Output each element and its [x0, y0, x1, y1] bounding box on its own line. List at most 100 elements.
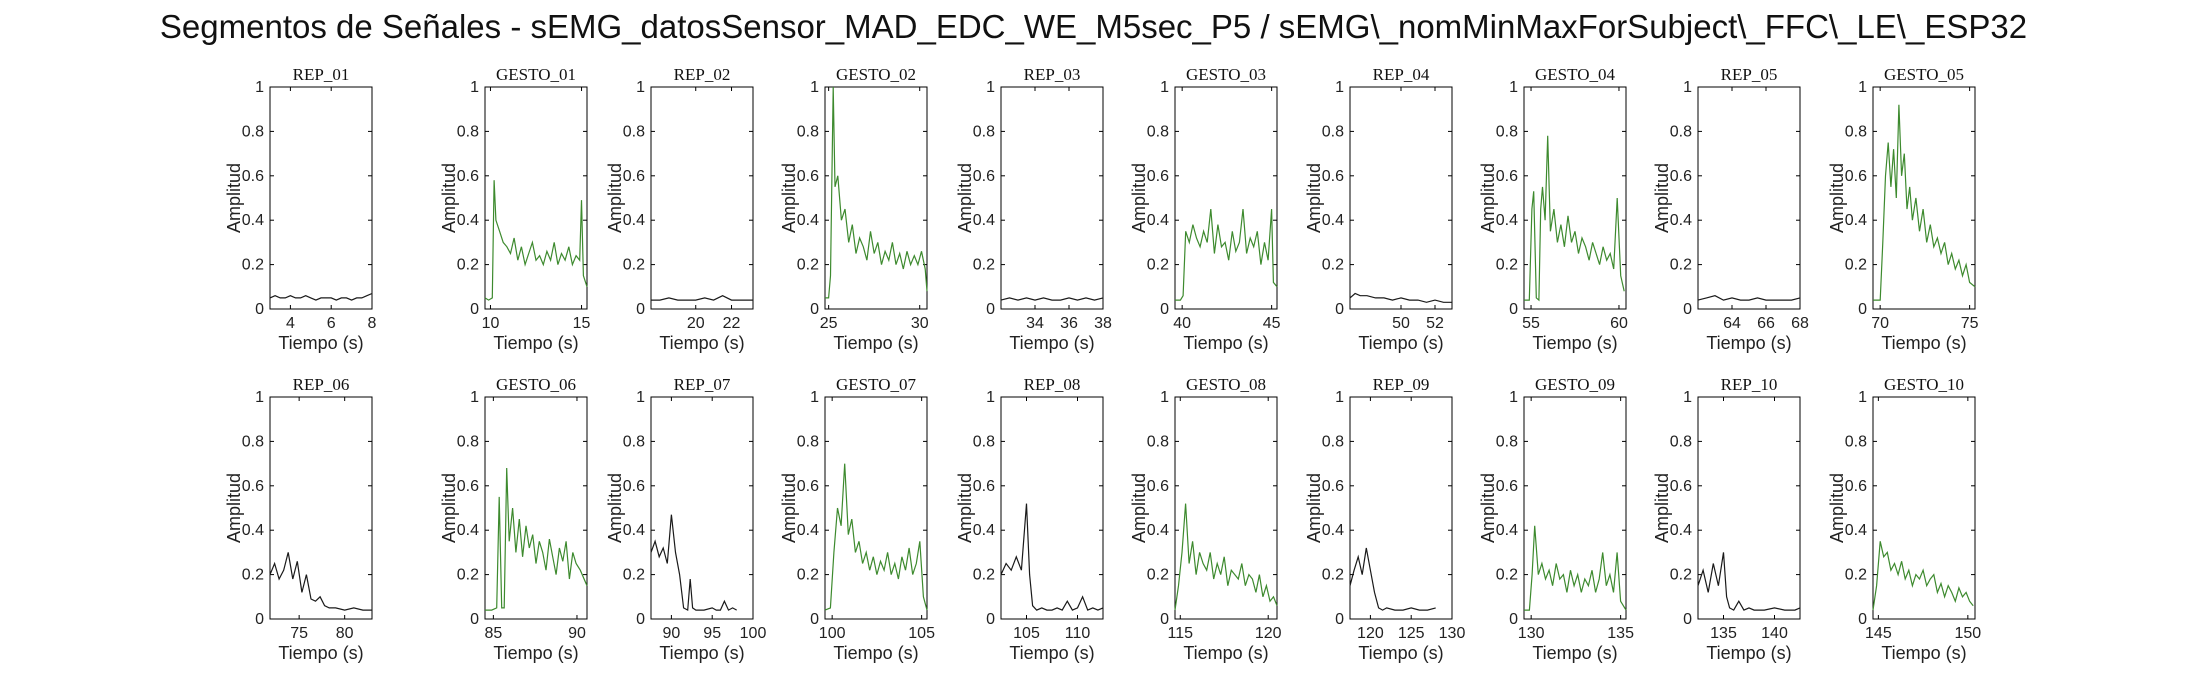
- y-tick-label: 0.6: [1845, 478, 1867, 495]
- x-tick-label: 85: [484, 625, 502, 642]
- signal-line: [1175, 209, 1278, 301]
- y-tick-label: 0.8: [797, 123, 819, 140]
- axes-box: [1174, 86, 1278, 310]
- y-tick-label: 0: [1509, 301, 1518, 318]
- y-tick-label: 0.4: [1496, 522, 1518, 539]
- x-tick-label: 70: [1871, 315, 1889, 332]
- y-tick-label: 0.8: [242, 433, 264, 450]
- y-tick-label: 0: [986, 611, 995, 628]
- y-tick-label: 0.4: [797, 522, 819, 539]
- y-tick-label: 0: [1335, 611, 1344, 628]
- x-tick-label: 75: [290, 625, 308, 642]
- x-axis-label: Tiempo (s): [1532, 643, 1617, 663]
- y-tick-label: 0.6: [242, 168, 264, 185]
- x-axis-label: Tiempo (s): [1358, 333, 1443, 353]
- y-tick-label: 0.2: [973, 567, 995, 584]
- y-tick-label: 1: [1683, 79, 1692, 96]
- signal-line: [651, 295, 753, 301]
- y-tick-label: 0: [255, 611, 264, 628]
- subplot-title: REP_10: [1721, 375, 1778, 394]
- x-tick-label: 125: [1398, 625, 1425, 642]
- y-tick-label: 1: [810, 389, 819, 406]
- subplot-title: REP_03: [1024, 65, 1081, 84]
- x-axis-label: Tiempo (s): [833, 333, 918, 353]
- x-axis-label: Tiempo (s): [1183, 333, 1268, 353]
- y-axis-label: Amplitud: [779, 473, 799, 543]
- y-tick-label: 0.2: [797, 257, 819, 274]
- x-tick-label: 45: [1263, 315, 1281, 332]
- y-tick-label: 0: [1858, 301, 1867, 318]
- signal-line: [1349, 547, 1436, 611]
- y-tick-label: 0.4: [973, 522, 995, 539]
- y-tick-label: 0.6: [797, 478, 819, 495]
- signal-line: [1000, 297, 1104, 301]
- y-tick-label: 0.2: [1147, 257, 1169, 274]
- x-tick-label: 36: [1060, 315, 1078, 332]
- x-tick-label: 110: [1065, 625, 1091, 642]
- y-tick-label: 0.2: [623, 567, 645, 584]
- y-tick-label: 0.8: [457, 123, 479, 140]
- y-tick-label: 0: [1683, 301, 1692, 318]
- signal-line: [1174, 503, 1278, 611]
- axes-box: [1697, 396, 1801, 620]
- x-tick-label: 120: [1357, 625, 1384, 642]
- x-tick-label: 135: [1607, 625, 1634, 642]
- subplot-title: GESTO_03: [1186, 65, 1266, 84]
- y-tick-label: 0: [986, 301, 995, 318]
- y-tick-label: 1: [255, 389, 264, 406]
- y-axis-label: Amplitud: [779, 163, 799, 233]
- y-tick-label: 0.6: [1670, 168, 1692, 185]
- x-tick-label: 150: [1954, 625, 1981, 642]
- axes-box: [1349, 86, 1453, 310]
- subplot-title: GESTO_08: [1186, 375, 1266, 394]
- y-tick-label: 0.8: [1670, 433, 1692, 450]
- x-tick-label: 105: [1013, 625, 1040, 642]
- subplot-title: GESTO_06: [496, 375, 576, 394]
- y-tick-label: 0.6: [973, 168, 995, 185]
- y-tick-label: 0: [470, 611, 479, 628]
- y-tick-label: 0: [1160, 611, 1169, 628]
- y-tick-label: 0: [1858, 611, 1867, 628]
- signal-line: [485, 467, 588, 611]
- y-axis-label: Amplitud: [439, 163, 459, 233]
- y-tick-label: 1: [810, 79, 819, 96]
- y-tick-label: 0.2: [242, 567, 264, 584]
- y-axis-label: Amplitud: [1478, 163, 1498, 233]
- subplot-title: GESTO_02: [836, 65, 916, 84]
- y-axis-label: Amplitud: [955, 163, 975, 233]
- y-tick-label: 0.4: [1670, 522, 1692, 539]
- x-axis-label: Tiempo (s): [493, 333, 578, 353]
- y-tick-label: 1: [986, 79, 995, 96]
- y-tick-label: 0.8: [1322, 123, 1344, 140]
- y-tick-label: 0.6: [242, 478, 264, 495]
- axes-box: [1872, 86, 1976, 310]
- x-axis-label: Tiempo (s): [278, 333, 363, 353]
- x-tick-label: 25: [820, 315, 838, 332]
- subplot-title: REP_07: [674, 375, 731, 394]
- x-axis-label: Tiempo (s): [1881, 643, 1966, 663]
- x-axis-label: Tiempo (s): [1183, 643, 1268, 663]
- y-tick-label: 0.4: [1845, 522, 1867, 539]
- y-tick-label: 0.6: [457, 478, 479, 495]
- y-tick-label: 0.8: [1845, 433, 1867, 450]
- y-tick-label: 0.4: [797, 212, 819, 229]
- y-tick-label: 0: [636, 301, 645, 318]
- y-tick-label: 0.2: [973, 257, 995, 274]
- subplot-title: REP_08: [1024, 375, 1081, 394]
- y-tick-label: 0.6: [1322, 168, 1344, 185]
- y-tick-label: 1: [1858, 79, 1867, 96]
- y-tick-label: 1: [636, 389, 645, 406]
- y-tick-label: 0.6: [623, 478, 645, 495]
- x-axis-label: Tiempo (s): [1881, 333, 1966, 353]
- x-axis-label: Tiempo (s): [1358, 643, 1443, 663]
- y-tick-label: 0: [636, 611, 645, 628]
- x-tick-label: 52: [1426, 315, 1444, 332]
